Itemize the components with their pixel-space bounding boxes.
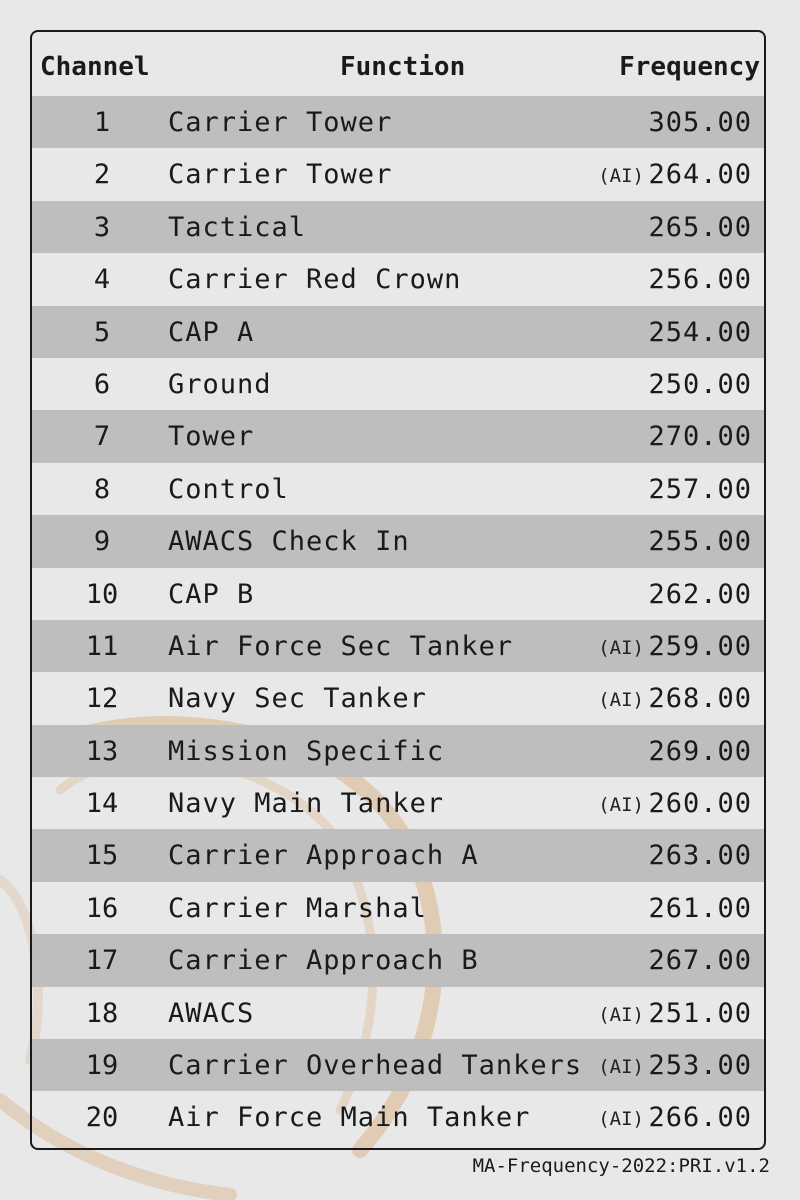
table-row: 9 AWACS Check In 255.00 bbox=[32, 515, 764, 568]
channel-number: 10 bbox=[85, 578, 119, 610]
ai-marker: (AI) bbox=[598, 1108, 644, 1131]
channel-number: 9 bbox=[93, 526, 111, 558]
function-name: Carrier Tower bbox=[168, 159, 393, 191]
frequency-value: 270.00 bbox=[648, 421, 752, 453]
function-name: Mission Specific bbox=[168, 735, 445, 767]
table-row: 15 Carrier Approach A 263.00 bbox=[32, 829, 764, 882]
ai-marker: (AI) bbox=[598, 689, 644, 712]
channel-number: 18 bbox=[85, 997, 119, 1029]
ai-marker: (AI) bbox=[598, 1003, 644, 1026]
function-name: Air Force Main Tanker bbox=[168, 1102, 531, 1134]
frequency-value: 266.00 bbox=[648, 1102, 752, 1134]
function-name: Carrier Approach B bbox=[168, 945, 479, 977]
frequency-value: 255.00 bbox=[648, 526, 752, 558]
frequency-value: 257.00 bbox=[648, 473, 752, 505]
table-row: 6 Ground 250.00 bbox=[32, 358, 764, 410]
table-row: 12 Navy Sec Tanker (AI) 268.00 bbox=[32, 672, 764, 724]
channel-number: 19 bbox=[85, 1050, 119, 1082]
channel-number: 3 bbox=[93, 211, 111, 243]
function-name: Air Force Sec Tanker bbox=[168, 630, 514, 662]
function-name: Ground bbox=[168, 368, 272, 400]
channel-number: 7 bbox=[93, 421, 111, 453]
ai-marker: (AI) bbox=[598, 636, 644, 659]
frequency-value: 261.00 bbox=[648, 892, 752, 924]
ai-marker: (AI) bbox=[598, 165, 644, 188]
table-row: 11 Air Force Sec Tanker (AI) 259.00 bbox=[32, 619, 764, 673]
frequency-value: 305.00 bbox=[648, 107, 752, 138]
table-row: 18 AWACS (AI) 251.00 bbox=[32, 987, 764, 1039]
table-row: 19 Carrier Overhead Tankers (AI) 253.00 bbox=[32, 1039, 764, 1092]
frequency-value: 254.00 bbox=[648, 316, 752, 348]
function-name: Carrier Marshal bbox=[168, 892, 427, 924]
channel-number: 15 bbox=[85, 840, 119, 872]
channel-number: 11 bbox=[85, 630, 119, 662]
channel-number: 20 bbox=[85, 1102, 119, 1134]
function-name: CAP B bbox=[168, 578, 255, 610]
channel-number: 2 bbox=[93, 159, 111, 191]
frequency-value: 269.00 bbox=[648, 735, 752, 767]
function-column-header: Function bbox=[340, 52, 466, 82]
channel-column-header: Channel bbox=[40, 52, 150, 82]
frequency-column-header: Frequency bbox=[619, 52, 760, 82]
document-id: MA-Frequency-2022:PRI.v1.2 bbox=[472, 1155, 770, 1177]
frequency-value: 253.00 bbox=[648, 1050, 752, 1082]
table-row: 8 Control 257.00 bbox=[32, 463, 764, 515]
function-name: Carrier Overhead Tankers bbox=[168, 1050, 583, 1082]
table-body: 1 Carrier Tower 305.00 2 Carrier Tower (AI) 26… bbox=[32, 96, 764, 1144]
frequency-value: 263.00 bbox=[648, 840, 752, 872]
table-row: 5 CAP A 254.00 bbox=[32, 305, 764, 358]
table-row: 16 Carrier Marshal 261.00 bbox=[32, 882, 764, 934]
channel-number: 16 bbox=[85, 892, 119, 924]
function-name: CAP A bbox=[168, 316, 255, 348]
function-name: Tower bbox=[168, 421, 255, 453]
ai-marker: (AI) bbox=[598, 1056, 644, 1079]
function-name: Navy Main Tanker bbox=[168, 788, 445, 820]
frequency-value: 268.00 bbox=[648, 683, 752, 715]
table-row: 2 Carrier Tower (AI) 264.00 bbox=[32, 148, 764, 200]
frequency-value: 250.00 bbox=[648, 368, 752, 400]
channel-number: 13 bbox=[85, 735, 119, 767]
function-name: AWACS bbox=[168, 997, 255, 1029]
channel-number: 8 bbox=[93, 473, 111, 505]
channel-number: 6 bbox=[93, 368, 111, 400]
frequency-table: Channel Function Frequency 1 Carrier Towe… bbox=[30, 30, 766, 1150]
frequency-value: 259.00 bbox=[648, 630, 752, 662]
channel-number: 4 bbox=[93, 264, 111, 296]
table-row: 1 Carrier Tower 305.00 bbox=[32, 96, 764, 149]
function-name: Navy Sec Tanker bbox=[168, 683, 427, 715]
channel-number: 14 bbox=[85, 788, 119, 820]
table-row: 3 Tactical 265.00 bbox=[32, 200, 764, 254]
channel-number: 1 bbox=[93, 107, 111, 138]
frequency-value: 260.00 bbox=[648, 788, 752, 820]
frequency-value: 256.00 bbox=[648, 264, 752, 296]
table-row: 7 Tower 270.00 bbox=[32, 410, 764, 463]
channel-number: 5 bbox=[93, 316, 111, 348]
frequency-value: 265.00 bbox=[648, 211, 752, 243]
ai-marker: (AI) bbox=[598, 794, 644, 817]
table-row: 17 Carrier Approach B 267.00 bbox=[32, 934, 764, 987]
channel-number: 12 bbox=[85, 683, 119, 715]
function-name: Carrier Red Crown bbox=[168, 264, 462, 296]
frequency-value: 267.00 bbox=[648, 945, 752, 977]
frequency-value: 264.00 bbox=[648, 159, 752, 191]
table-header: Channel Function Frequency bbox=[32, 32, 764, 96]
function-name: AWACS Check In bbox=[168, 526, 410, 558]
function-name: Control bbox=[168, 473, 289, 505]
table-row: 13 Mission Specific 269.00 bbox=[32, 724, 764, 778]
function-name: Carrier Tower bbox=[168, 107, 393, 138]
table-row: 4 Carrier Red Crown 256.00 bbox=[32, 253, 764, 305]
table-row: 20 Air Force Main Tanker (AI) 266.00 bbox=[32, 1091, 764, 1143]
frequency-value: 262.00 bbox=[648, 578, 752, 610]
function-name: Carrier Approach A bbox=[168, 840, 479, 872]
function-name: Tactical bbox=[168, 211, 307, 243]
channel-number: 17 bbox=[85, 945, 119, 977]
table-row: 14 Navy Main Tanker (AI) 260.00 bbox=[32, 777, 764, 829]
frequency-value: 251.00 bbox=[648, 997, 752, 1029]
table-row: 10 CAP B 262.00 bbox=[32, 568, 764, 620]
